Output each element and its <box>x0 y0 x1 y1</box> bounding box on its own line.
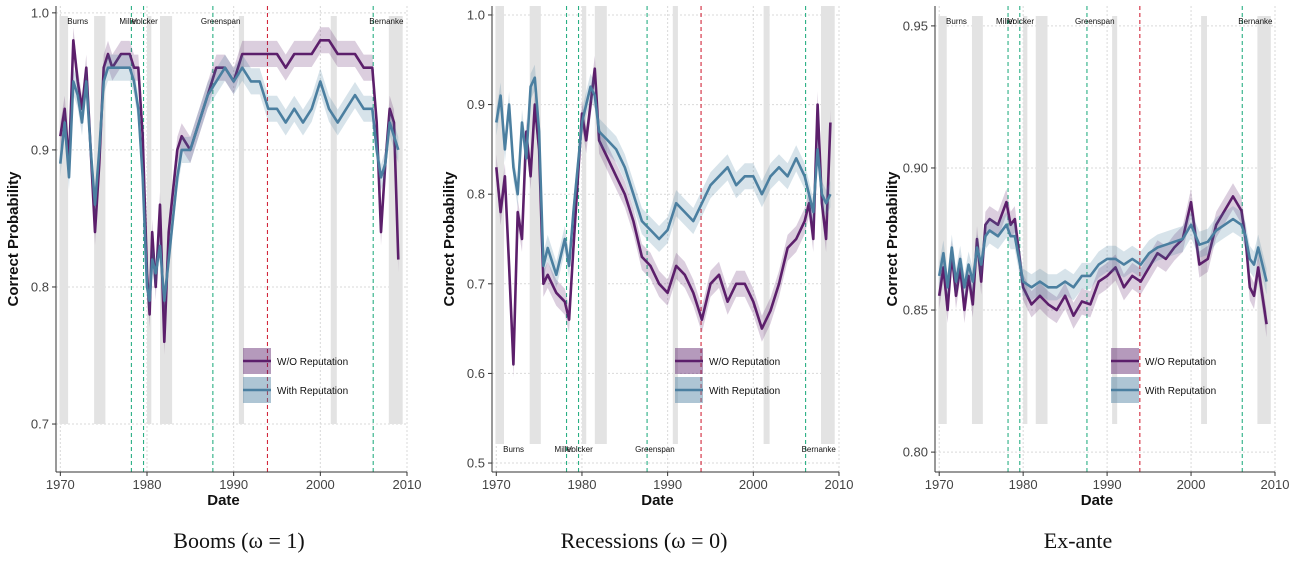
x-tick-label: 1990 <box>1093 477 1122 492</box>
recession-bar <box>938 16 947 424</box>
chair-label: Burns <box>503 445 524 454</box>
recession-bar <box>672 6 678 444</box>
y-tick-label: 1.0 <box>467 7 485 22</box>
series-line-1 <box>937 195 1268 325</box>
caption-ex-ante: Ex-ante <box>1043 528 1113 553</box>
legend-label: With Reputation <box>709 386 780 397</box>
x-tick-label: 1980 <box>1009 477 1038 492</box>
x-tick-label: 2010 <box>825 477 854 492</box>
series-band-1 <box>60 27 399 355</box>
y-tick-label: 0.90 <box>903 160 928 175</box>
recession-bar <box>495 6 504 444</box>
x-tick-label: 1970 <box>482 477 511 492</box>
recession-bar <box>1201 16 1207 424</box>
legend-label: With Reputation <box>1145 386 1216 397</box>
x-axis-label: Date <box>1081 492 1114 509</box>
series-band-2 <box>496 64 831 288</box>
y-tick-label: 0.8 <box>31 279 49 294</box>
x-tick-label: 2000 <box>739 477 768 492</box>
y-tick-label: 0.9 <box>31 142 49 157</box>
series-line-2 <box>59 66 400 303</box>
recession-bar <box>581 6 587 444</box>
x-axis-label: Date <box>641 492 674 509</box>
recession-bar <box>94 16 106 424</box>
chair-label: Greenspan <box>635 445 675 454</box>
series-line-2 <box>495 76 832 277</box>
recession-bar <box>1035 16 1048 424</box>
x-tick-label: 2000 <box>306 477 335 492</box>
chair-label: Miller <box>119 17 138 26</box>
x-tick-label: 1980 <box>133 477 162 492</box>
x-tick-label: 1980 <box>568 477 597 492</box>
series-band-2 <box>60 54 399 314</box>
series-band-1 <box>939 183 1267 338</box>
series-band-1 <box>496 55 831 378</box>
x-tick-label: 2000 <box>1177 477 1206 492</box>
chair-label: Volcker <box>132 17 159 26</box>
chair-label: Greenspan <box>201 17 241 26</box>
x-tick-label: 2010 <box>1261 477 1290 492</box>
y-tick-label: 0.85 <box>903 303 928 318</box>
chair-label: Bernanke <box>802 445 837 454</box>
y-tick-label: 0.7 <box>467 276 485 291</box>
y-axis-label: Correct Probability <box>5 171 22 307</box>
x-tick-label: 1970 <box>46 477 75 492</box>
recession-bar <box>388 16 403 424</box>
chair-label: Bernanke <box>1238 17 1273 26</box>
y-tick-label: 0.9 <box>467 97 485 112</box>
y-tick-label: 0.8 <box>467 187 485 202</box>
legend: W/O Reputation With Reputation <box>243 348 348 403</box>
recession-bar <box>147 16 152 424</box>
chair-label: Volcker <box>1008 17 1035 26</box>
x-axis-label: Date <box>207 492 240 509</box>
legend-label: W/O Reputation <box>1145 357 1216 368</box>
caption-booms: Booms (ω = 1) <box>173 528 305 553</box>
chair-label: Bernanke <box>369 17 404 26</box>
chair-label: Greenspan <box>1075 17 1115 26</box>
y-tick-label: 0.95 <box>903 18 928 33</box>
recession-bar <box>763 6 770 444</box>
x-tick-label: 1970 <box>925 477 954 492</box>
caption-recessions: Recessions (ω = 0) <box>560 528 728 553</box>
chair-label: Burns <box>67 17 88 26</box>
recession-bar <box>594 6 607 444</box>
recession-bar <box>330 16 337 424</box>
chair-label: Miller <box>996 17 1015 26</box>
y-axis-label: Correct Probability <box>441 171 458 307</box>
y-tick-label: 0.6 <box>467 366 485 381</box>
recession-bar <box>1112 16 1118 424</box>
recession-bar <box>59 16 69 424</box>
y-axis-label: Correct Probability <box>884 171 901 307</box>
recession-bar <box>1257 16 1271 424</box>
chair-label: Burns <box>946 17 967 26</box>
x-tick-label: 1990 <box>653 477 682 492</box>
series-line-2 <box>937 217 1268 289</box>
x-tick-label: 2010 <box>393 477 422 492</box>
legend: W/O Reputation With Reputation <box>1111 348 1216 403</box>
recession-bar <box>971 16 983 424</box>
recession-bar <box>238 16 245 424</box>
chair-label: Miller <box>555 445 574 454</box>
legend: W/O Reputation With Reputation <box>675 348 780 403</box>
legend-label: With Reputation <box>277 386 348 397</box>
y-tick-label: 0.7 <box>31 417 49 432</box>
x-tick-label: 1990 <box>219 477 248 492</box>
y-tick-label: 0.5 <box>467 456 485 471</box>
recession-bar <box>529 6 541 444</box>
legend-label: W/O Reputation <box>277 357 348 368</box>
y-tick-label: 0.80 <box>903 445 928 460</box>
legend-label: W/O Reputation <box>709 357 780 368</box>
series-line-1 <box>495 67 832 366</box>
recession-bar <box>1023 16 1028 424</box>
y-tick-label: 1.0 <box>31 5 49 20</box>
chair-label: Volcker <box>567 445 594 454</box>
